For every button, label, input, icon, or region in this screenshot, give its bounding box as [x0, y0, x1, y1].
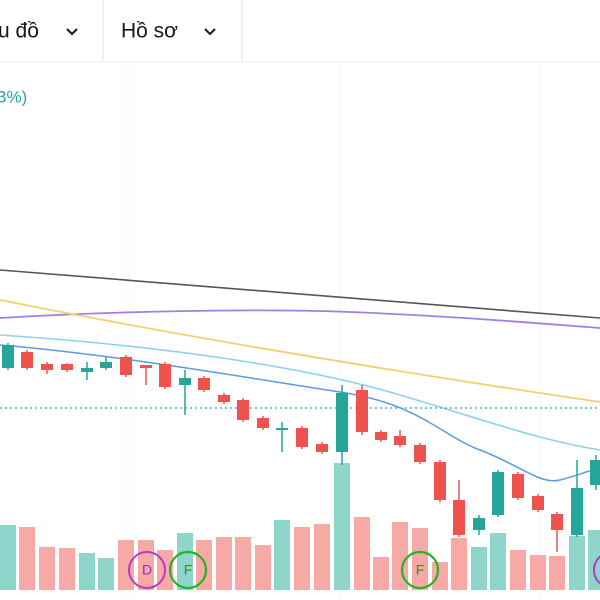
menu-profile[interactable]: Hồ sơ: [121, 20, 178, 43]
candle-body: [276, 428, 288, 430]
candle-body: [551, 514, 563, 530]
volume-bar: [549, 556, 565, 590]
volume-bar: [588, 530, 600, 590]
marker-circle[interactable]: [400, 550, 440, 590]
candle-body: [512, 474, 524, 498]
volume-bar: [530, 555, 546, 590]
volume-bar: [0, 525, 16, 590]
candle-body: [375, 432, 387, 440]
candle-body: [257, 418, 269, 428]
candle-body: [532, 496, 544, 510]
candle-body: [159, 364, 171, 387]
volume-bar: [432, 562, 448, 590]
volume-bar: [373, 557, 389, 590]
candle-body: [81, 368, 93, 372]
volume-bar: [235, 537, 251, 590]
volume-bar: [569, 536, 585, 590]
candle-body: [356, 390, 368, 432]
volume-bar: [255, 545, 271, 590]
candle-body: [21, 352, 33, 368]
marker-label: D: [142, 562, 152, 578]
candle-body: [100, 362, 112, 368]
candle-body: [296, 428, 308, 447]
candle-body: [316, 444, 328, 452]
volume-bar: [98, 558, 114, 590]
volume-bar: [294, 527, 310, 590]
volume-bar: [216, 537, 232, 590]
candle-body: [41, 364, 53, 370]
candle-body: [61, 364, 73, 370]
moving-averages: [0, 269, 600, 482]
ma-line: [0, 309, 600, 329]
candle-body: [492, 472, 504, 515]
candle-body: [198, 378, 210, 390]
volume-bar: [19, 527, 35, 590]
marker-circle[interactable]: [593, 552, 600, 588]
volume-bar: [334, 463, 350, 590]
volume-bar: [177, 533, 193, 590]
candle-body: [179, 378, 191, 385]
volume-bar: [451, 538, 467, 590]
marker-label: F: [184, 562, 193, 578]
volume-bar: [274, 520, 290, 590]
marker-circle[interactable]: [128, 551, 166, 589]
menu-chart[interactable]: u đồ: [0, 20, 39, 43]
volume-bar: [392, 522, 408, 590]
toolbar: u đồ Hồ sơ: [0, 0, 600, 63]
candle-body: [237, 400, 249, 420]
chevron: [204, 28, 216, 36]
marker-label: F: [416, 562, 425, 578]
candle-body: [434, 462, 446, 500]
ma-line: [0, 269, 600, 319]
candle-body: [414, 445, 426, 462]
candle-body: [453, 500, 465, 535]
volume-bar: [412, 528, 428, 590]
volume-bar: [471, 547, 487, 590]
volume-bar: [59, 548, 75, 590]
candle-body: [140, 365, 152, 368]
volume-bar: [196, 540, 212, 590]
candle-body: [218, 395, 230, 402]
candle-body: [394, 436, 406, 445]
candle-body: [336, 393, 348, 452]
volume-bar: [510, 550, 526, 590]
candle-body: [473, 518, 485, 530]
candles: [2, 343, 600, 552]
volume-bar: [39, 547, 55, 590]
ma-line: [0, 299, 600, 403]
ma-line: [0, 334, 600, 451]
chevron: [66, 28, 78, 36]
candle-body: [590, 460, 600, 485]
marker-circle[interactable]: [168, 550, 208, 590]
candle-body: [571, 488, 583, 535]
legend-change: 3%): [0, 87, 27, 106]
volume-bar: [79, 553, 95, 590]
markers: D F F: [128, 550, 600, 590]
volume-bar: [314, 524, 330, 590]
volume-bar: [118, 540, 134, 590]
candle-body: [120, 357, 132, 375]
candle-body: [2, 345, 14, 368]
volume-bar: [490, 533, 506, 590]
volume-bar: [354, 517, 370, 590]
